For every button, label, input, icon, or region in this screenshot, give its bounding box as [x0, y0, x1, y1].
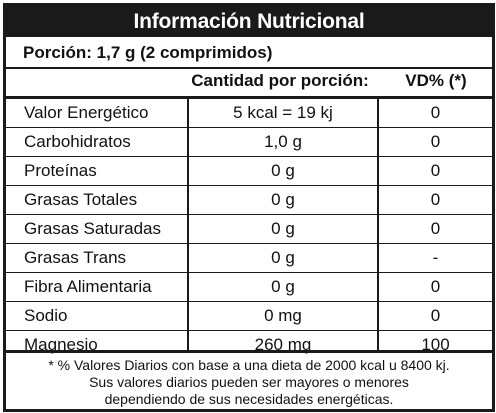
nutrient-quantity: 0 mg: [264, 306, 302, 325]
table-row: Sodio 0 mg 0: [6, 302, 492, 331]
nutrient-vd: 0: [430, 161, 441, 180]
nutrient-name: Grasas Saturadas: [24, 219, 162, 238]
table-row: Grasas Trans 0 g -: [6, 244, 492, 273]
portion-size: Porción: 1,7 g (2 comprimidos): [23, 43, 273, 62]
header-vd: VD% (*): [405, 71, 467, 90]
nutrient-name: Magnesio: [24, 335, 98, 354]
nutrient-vd: 0: [430, 306, 441, 325]
nutrient-table: Valor Energético 5 kcal = 19 kj 0 Carboh…: [6, 99, 492, 359]
nutrient-quantity: 0 g: [271, 277, 295, 296]
table-row: Fibra Alimentaria 0 g 0: [6, 273, 492, 302]
divider-footnote: [6, 350, 492, 353]
nutrient-vd: -: [432, 248, 439, 267]
footnote-line: dependiendo de sus necesidades energétic…: [104, 391, 394, 407]
table-row: Valor Energético 5 kcal = 19 kj 0: [6, 99, 492, 128]
nutrient-name: Grasas Trans: [24, 248, 127, 267]
nutrient-quantity: 0 g: [271, 219, 295, 238]
table-row: Grasas Totales 0 g 0: [6, 186, 492, 215]
divider-header: [6, 96, 492, 99]
nutrient-quantity: 0 g: [271, 190, 295, 209]
label-title: Información Nutricional: [6, 6, 492, 37]
table-row: Carbohidratos 1,0 g 0: [6, 128, 492, 157]
table-row: Grasas Saturadas 0 g 0: [6, 215, 492, 244]
nutrient-vd: 0: [430, 132, 441, 151]
nutrient-vd: 100: [421, 335, 450, 354]
footnote: * % Valores Diarios con base a una dieta…: [6, 357, 492, 408]
column-divider-qty: [377, 98, 379, 350]
nutrient-name: Fibra Alimentaria: [24, 277, 152, 296]
nutrition-label: Información Nutricional Porción: 1,7 g (…: [3, 3, 495, 412]
nutrient-name: Sodio: [24, 306, 68, 325]
nutrient-vd: 0: [430, 103, 441, 122]
divider-portion: [6, 67, 492, 69]
nutrient-name: Grasas Totales: [24, 190, 138, 209]
nutrient-name: Carbohidratos: [24, 132, 131, 151]
footnote-line: Sus valores diarios pueden ser mayores o…: [89, 374, 409, 390]
header-quantity: Cantidad por porción:: [191, 71, 369, 90]
nutrient-vd: 0: [430, 190, 441, 209]
nutrient-quantity: 1,0 g: [264, 132, 302, 151]
table-row: Magnesio 260 mg 100: [6, 331, 492, 359]
nutrient-vd: 0: [430, 219, 441, 238]
table-row: Proteínas 0 g 0: [6, 157, 492, 186]
nutrient-quantity: 0 g: [271, 161, 295, 180]
nutrient-quantity: 260 mg: [254, 335, 312, 354]
nutrient-name: Valor Energético: [24, 103, 149, 122]
nutrient-name: Proteínas: [24, 161, 97, 180]
nutrient-vd: 0: [430, 277, 441, 296]
footnote-line: * % Valores Diarios con base a una dieta…: [48, 357, 450, 373]
nutrient-quantity: 5 kcal = 19 kj: [233, 103, 333, 122]
column-divider-name: [187, 98, 189, 350]
nutrient-quantity: 0 g: [271, 248, 295, 267]
